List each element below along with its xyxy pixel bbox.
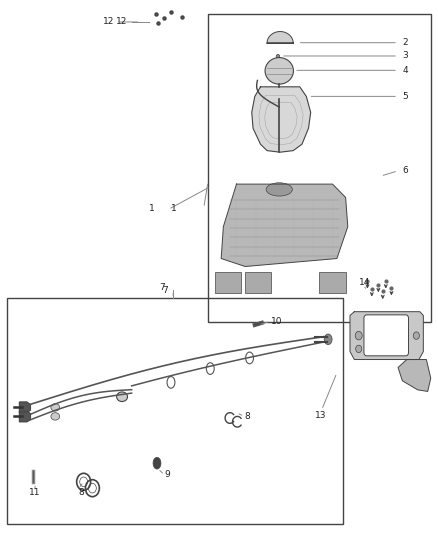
Polygon shape (267, 31, 293, 43)
Polygon shape (350, 312, 424, 360)
Ellipse shape (51, 403, 60, 411)
Polygon shape (252, 87, 311, 152)
Circle shape (413, 332, 420, 340)
Text: 8: 8 (78, 488, 84, 497)
Text: 4: 4 (403, 66, 408, 75)
Text: 2: 2 (403, 38, 408, 47)
Circle shape (276, 54, 280, 59)
Text: 12: 12 (117, 18, 128, 27)
Ellipse shape (51, 413, 60, 420)
Ellipse shape (265, 58, 293, 84)
Ellipse shape (117, 392, 127, 401)
Text: 3: 3 (403, 52, 408, 60)
FancyBboxPatch shape (364, 315, 409, 356)
Text: 7: 7 (159, 283, 165, 292)
Text: 10: 10 (271, 317, 282, 326)
Text: 1: 1 (148, 204, 154, 213)
Text: 6: 6 (403, 166, 408, 175)
Text: 1: 1 (171, 204, 177, 213)
FancyBboxPatch shape (215, 272, 241, 293)
Text: 7: 7 (162, 286, 168, 295)
FancyBboxPatch shape (245, 272, 272, 293)
Text: 8: 8 (244, 412, 250, 421)
FancyBboxPatch shape (319, 272, 346, 293)
Polygon shape (19, 411, 30, 422)
Circle shape (355, 332, 362, 340)
Ellipse shape (266, 183, 292, 196)
Text: 12: 12 (103, 18, 114, 27)
Text: 9: 9 (164, 471, 170, 479)
Circle shape (356, 345, 362, 353)
Text: 5: 5 (403, 92, 408, 101)
Ellipse shape (153, 457, 161, 469)
Text: 11: 11 (29, 488, 41, 497)
Polygon shape (398, 360, 431, 391)
Text: 13: 13 (315, 411, 327, 420)
Ellipse shape (324, 334, 332, 345)
Text: 14: 14 (359, 278, 370, 287)
Polygon shape (19, 402, 30, 413)
Polygon shape (221, 184, 348, 266)
